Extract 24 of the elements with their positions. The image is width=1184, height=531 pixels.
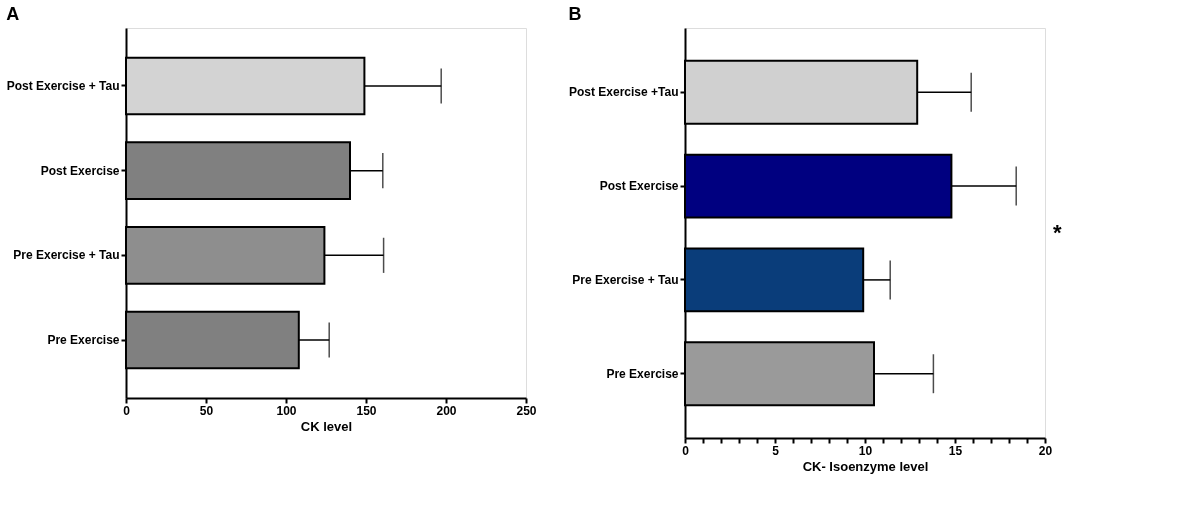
chart-title: B [568, 4, 582, 24]
y-tick-label: Post Exercise [599, 179, 679, 194]
x-tick-label: 15 [948, 443, 963, 458]
y-tick-label: Pre Exercise + Tau [13, 248, 120, 263]
x-tick-label: 100 [276, 403, 297, 418]
x-tick-label: 20 [1038, 443, 1053, 458]
x-tick-label: 250 [516, 403, 537, 418]
text: * [1053, 220, 1062, 245]
chart-title: A [6, 4, 20, 24]
x-axis-title: CK- Isoenzyme level [802, 458, 929, 474]
y-tick-label: Pre Exercise [47, 333, 120, 347]
x-tick-label: 10 [858, 443, 873, 458]
x-tick-label: 50 [199, 403, 214, 418]
y-tick-label: Post Exercise +Tau [569, 85, 679, 100]
x-axis-title: CK level [300, 418, 353, 434]
x-tick-label: 200 [436, 403, 457, 418]
x-tick-label: 5 [772, 443, 780, 458]
y-tick-label: Pre Exercise + Tau [572, 272, 679, 287]
x-tick-label: 0 [123, 403, 131, 418]
x-tick-label: 150 [356, 403, 377, 418]
x-tick-label: 0 [682, 443, 690, 458]
y-tick-label: Post Exercise + Tau [6, 79, 120, 93]
y-tick-label: Post Exercise [40, 163, 120, 178]
y-tick-label: Pre Exercise [606, 366, 679, 381]
